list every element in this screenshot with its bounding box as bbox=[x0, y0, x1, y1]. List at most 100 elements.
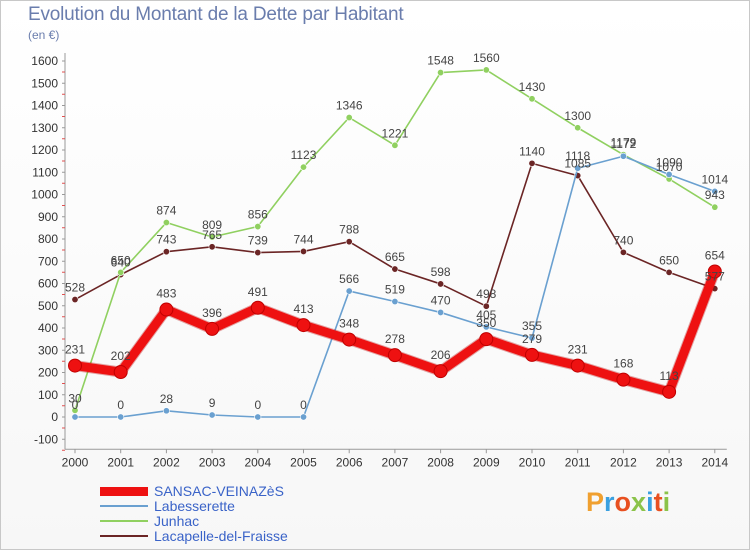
chart-title: Evolution du Montant de la Dette par Hab… bbox=[28, 4, 404, 25]
data-label: 1090 bbox=[656, 155, 683, 169]
data-label: 566 bbox=[339, 272, 359, 286]
data-label: 355 bbox=[522, 319, 542, 333]
data-label: 1560 bbox=[473, 51, 500, 65]
data-point bbox=[162, 248, 170, 256]
data-label: 28 bbox=[160, 392, 174, 406]
data-point bbox=[665, 268, 673, 276]
data-label: 202 bbox=[111, 349, 131, 363]
y-tick-label: 900 bbox=[38, 210, 58, 224]
legend-label: Junhac bbox=[154, 513, 200, 529]
data-label: 740 bbox=[613, 233, 633, 247]
data-label: 413 bbox=[293, 302, 313, 316]
data-point bbox=[68, 358, 82, 373]
data-label: 168 bbox=[613, 357, 633, 371]
legend-swatch bbox=[100, 535, 148, 537]
data-label: 0 bbox=[254, 398, 261, 412]
line-chart: -100010020030040050060070080090010001100… bbox=[31, 51, 728, 469]
legend-item: Labesserette bbox=[100, 498, 360, 514]
data-point bbox=[711, 187, 719, 195]
data-label: 30 bbox=[68, 391, 82, 405]
data-label: 1070 bbox=[656, 160, 683, 174]
data-point bbox=[345, 114, 353, 122]
y-tick-label: 400 bbox=[38, 321, 58, 335]
data-label: 943 bbox=[705, 188, 725, 202]
x-tick-label: 2012 bbox=[610, 455, 637, 469]
legend-label: SANSAC-VEINAZèS bbox=[154, 483, 284, 499]
data-point bbox=[71, 296, 79, 304]
axes: -100010020030040050060070080090010001100… bbox=[31, 53, 728, 469]
x-tick-label: 2009 bbox=[473, 455, 500, 469]
data-point bbox=[707, 264, 722, 279]
data-label: 231 bbox=[65, 343, 85, 357]
x-tick-label: 2001 bbox=[107, 455, 134, 469]
data-label: 9 bbox=[209, 396, 216, 410]
data-label: 1430 bbox=[519, 80, 546, 94]
data-label: 1140 bbox=[519, 144, 545, 158]
data-point bbox=[391, 265, 399, 273]
x-tick-label: 2011 bbox=[565, 455, 591, 469]
legend-swatch bbox=[100, 505, 148, 507]
legend-item: SANSAC-VEINAZèS bbox=[100, 483, 360, 499]
y-tick-label: 500 bbox=[38, 299, 58, 313]
data-point bbox=[525, 347, 539, 362]
data-label: 0 bbox=[72, 398, 79, 412]
data-point bbox=[437, 69, 445, 77]
y-tick-label: 1200 bbox=[31, 143, 58, 157]
data-label: 654 bbox=[705, 248, 725, 262]
data-point bbox=[299, 247, 307, 255]
data-label: 0 bbox=[117, 398, 124, 412]
data-point bbox=[437, 308, 445, 316]
data-point bbox=[482, 323, 490, 331]
data-label: 874 bbox=[156, 204, 176, 218]
legend-swatch bbox=[100, 520, 148, 522]
proxiti-logo: Proxiti bbox=[586, 487, 671, 517]
data-point bbox=[71, 413, 79, 421]
data-point bbox=[665, 170, 673, 178]
data-point bbox=[482, 302, 490, 310]
data-label: 206 bbox=[431, 348, 451, 362]
data-point bbox=[437, 280, 445, 288]
y-tick-label: 800 bbox=[38, 232, 58, 246]
legend-item: Lacapelle-del-Fraisse bbox=[100, 528, 360, 544]
legend-label: Lacapelle-del-Fraisse bbox=[154, 528, 288, 544]
x-tick-label: 2005 bbox=[290, 455, 317, 469]
data-point bbox=[391, 141, 399, 149]
data-point bbox=[299, 163, 307, 171]
data-label: 650 bbox=[659, 253, 679, 267]
data-label: 1179 bbox=[610, 136, 636, 150]
data-point bbox=[162, 407, 170, 415]
data-point bbox=[528, 95, 536, 103]
legend: SANSAC-VEINAZèS Labesserette Junhac Lacapel… bbox=[100, 483, 360, 544]
data-point bbox=[254, 223, 262, 231]
data-point bbox=[619, 152, 627, 160]
y-tick-label: 1100 bbox=[32, 165, 58, 179]
data-label: 348 bbox=[339, 317, 359, 331]
legend-item: Junhac bbox=[100, 513, 360, 529]
data-point bbox=[574, 124, 582, 132]
legend-label: Labesserette bbox=[154, 498, 235, 514]
data-label: 396 bbox=[202, 306, 222, 320]
data-point bbox=[574, 164, 582, 172]
data-label: 765 bbox=[202, 228, 222, 242]
y-tick-label: 1000 bbox=[31, 188, 58, 202]
data-label: 470 bbox=[431, 293, 451, 307]
data-label: 809 bbox=[202, 218, 222, 232]
y-tick-label: 1500 bbox=[31, 76, 58, 90]
data-point bbox=[345, 238, 353, 246]
data-label: 113 bbox=[660, 369, 679, 383]
data-label: 519 bbox=[385, 283, 405, 297]
data-labels: 528 640 743 765 739 744 788 665 598 498 1140 1085 74… bbox=[65, 51, 728, 412]
data-label: 528 bbox=[65, 281, 85, 295]
y-tick-label: 100 bbox=[38, 388, 58, 402]
data-label: 278 bbox=[385, 332, 405, 346]
data-label: 1118 bbox=[565, 149, 590, 163]
x-tick-label: 2013 bbox=[656, 455, 683, 469]
y-tick-label: 0 bbox=[51, 410, 58, 424]
data-point bbox=[254, 413, 262, 421]
x-tick-label: 2000 bbox=[62, 455, 89, 469]
data-point bbox=[711, 203, 719, 211]
data-point bbox=[205, 321, 220, 336]
y-tick-label: 700 bbox=[38, 254, 58, 268]
data-point bbox=[159, 302, 174, 317]
